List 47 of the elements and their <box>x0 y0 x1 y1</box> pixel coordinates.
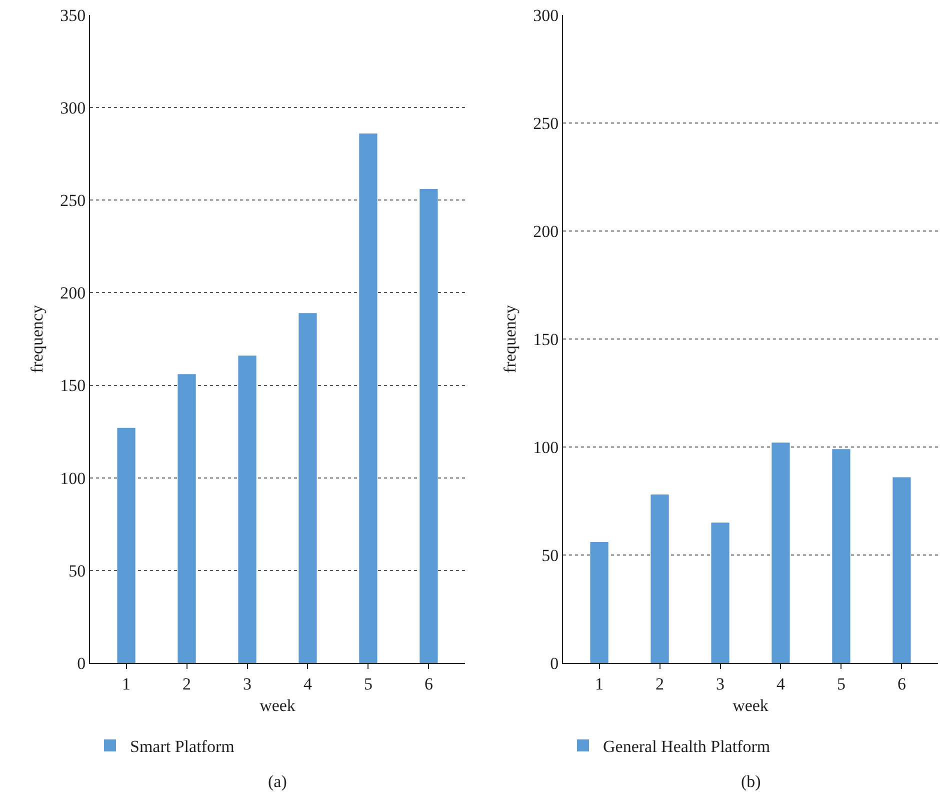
y-tick-label: 100 <box>60 468 86 488</box>
x-tick-label: 3 <box>243 674 252 694</box>
bar <box>359 133 378 663</box>
x-tick-label: 5 <box>836 674 846 694</box>
bar <box>420 189 438 663</box>
y-axis-title: frequency <box>28 304 47 373</box>
x-tick-label: 1 <box>122 674 131 694</box>
legend-label: Smart Platform <box>130 736 234 756</box>
x-tick-label: 6 <box>897 674 906 694</box>
x-tick-label: 2 <box>656 674 664 694</box>
bar <box>590 542 608 663</box>
text: (b) <box>741 772 761 791</box>
y-axis-title: frequency <box>500 304 520 373</box>
x-tick-label: 3 <box>716 674 725 694</box>
bar <box>298 313 317 663</box>
x-tick-label: 6 <box>424 674 433 694</box>
bar <box>238 356 256 663</box>
y-tick-label: 200 <box>533 222 559 241</box>
y-tick-label: 250 <box>60 191 86 210</box>
y-tick-label: 100 <box>533 438 559 457</box>
y-tick-label: 0 <box>77 654 86 673</box>
y-tick-label: 350 <box>60 6 86 25</box>
y-tick-label: 0 <box>550 654 559 673</box>
y-tick-label: 200 <box>60 284 86 303</box>
bar <box>711 522 730 663</box>
bar <box>772 442 790 663</box>
x-tick-label: 4 <box>776 674 786 694</box>
text: (a) <box>268 772 287 791</box>
bar <box>650 494 669 663</box>
y-tick-label: 50 <box>68 561 86 580</box>
x-tick-label: 5 <box>364 674 372 694</box>
bar <box>178 374 196 663</box>
bar <box>117 428 136 663</box>
x-tick-label: 2 <box>182 674 192 694</box>
y-tick-label: 250 <box>533 114 559 133</box>
y-tick-label: 50 <box>542 546 559 565</box>
x-tick-label: 1 <box>595 674 604 694</box>
legend-label: General Health Platform <box>603 736 770 756</box>
bar <box>832 449 850 663</box>
x-tick-label: 4 <box>303 674 312 694</box>
y-tick-label: 150 <box>533 330 559 349</box>
x-axis-title: week <box>732 696 769 715</box>
x-axis-title: week <box>260 696 296 715</box>
y-tick-label: 300 <box>60 98 86 118</box>
y-tick-label: 300 <box>533 6 559 25</box>
y-tick-label: 150 <box>60 376 86 396</box>
bar <box>892 477 911 663</box>
